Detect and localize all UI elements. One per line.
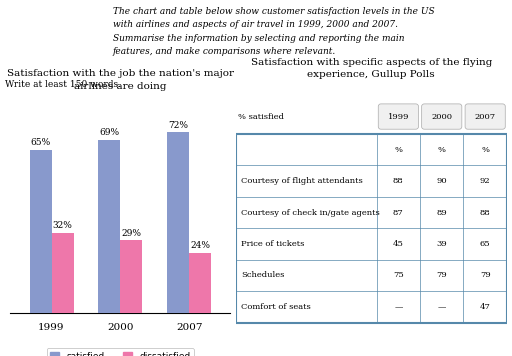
Text: 39: 39 xyxy=(436,240,447,248)
Text: 88: 88 xyxy=(393,177,403,185)
Title: Satisfaction with the job the nation's major
airlines are doing: Satisfaction with the job the nation's m… xyxy=(7,69,234,90)
FancyBboxPatch shape xyxy=(422,104,462,129)
Text: 65%: 65% xyxy=(30,138,51,147)
Text: 88: 88 xyxy=(480,209,490,216)
Text: 32%: 32% xyxy=(53,221,73,230)
FancyBboxPatch shape xyxy=(236,134,507,323)
Legend: satisfied, dissatisfied: satisfied, dissatisfied xyxy=(47,348,194,356)
Text: 89: 89 xyxy=(436,209,447,216)
Text: Schedules: Schedules xyxy=(241,272,284,279)
Text: 69%: 69% xyxy=(99,129,119,137)
FancyBboxPatch shape xyxy=(378,104,418,129)
Text: Comfort of seats: Comfort of seats xyxy=(241,303,311,311)
Text: —: — xyxy=(438,303,446,311)
Text: 2007: 2007 xyxy=(475,112,496,121)
Title: Satisfaction with specific aspects of the flying
experience, Gullup Polls: Satisfaction with specific aspects of th… xyxy=(250,58,492,79)
Text: 45: 45 xyxy=(393,240,404,248)
Text: 90: 90 xyxy=(436,177,447,185)
Text: 87: 87 xyxy=(393,209,403,216)
Text: —: — xyxy=(394,303,402,311)
Text: The chart and table below show customer satisfaction levels in the US
with airli: The chart and table below show customer … xyxy=(113,7,434,56)
Bar xyxy=(189,253,211,313)
FancyBboxPatch shape xyxy=(465,104,505,129)
Bar xyxy=(120,240,142,313)
Text: 1999: 1999 xyxy=(388,112,409,121)
Text: 65: 65 xyxy=(480,240,490,248)
Text: %: % xyxy=(481,146,489,153)
Text: %: % xyxy=(394,146,402,153)
Text: 29%: 29% xyxy=(121,229,141,238)
Text: 79: 79 xyxy=(436,272,447,279)
Text: %: % xyxy=(438,146,446,153)
Text: 47: 47 xyxy=(480,303,490,311)
Bar xyxy=(30,150,52,313)
Text: 2000: 2000 xyxy=(431,112,452,121)
Text: Courtesy of flight attendants: Courtesy of flight attendants xyxy=(241,177,362,185)
Bar xyxy=(52,233,74,313)
Text: Courtesy of check in/gate agents: Courtesy of check in/gate agents xyxy=(241,209,380,216)
Text: 72%: 72% xyxy=(168,121,188,130)
Text: 92: 92 xyxy=(480,177,490,185)
Text: Price of tickets: Price of tickets xyxy=(241,240,304,248)
Text: 79: 79 xyxy=(480,272,490,279)
Bar xyxy=(98,140,120,313)
Text: 75: 75 xyxy=(393,272,403,279)
Bar xyxy=(167,132,189,313)
Text: % satisfied: % satisfied xyxy=(238,112,284,121)
Text: Write at least 150 words.: Write at least 150 words. xyxy=(5,80,121,89)
Text: 24%: 24% xyxy=(190,241,210,251)
